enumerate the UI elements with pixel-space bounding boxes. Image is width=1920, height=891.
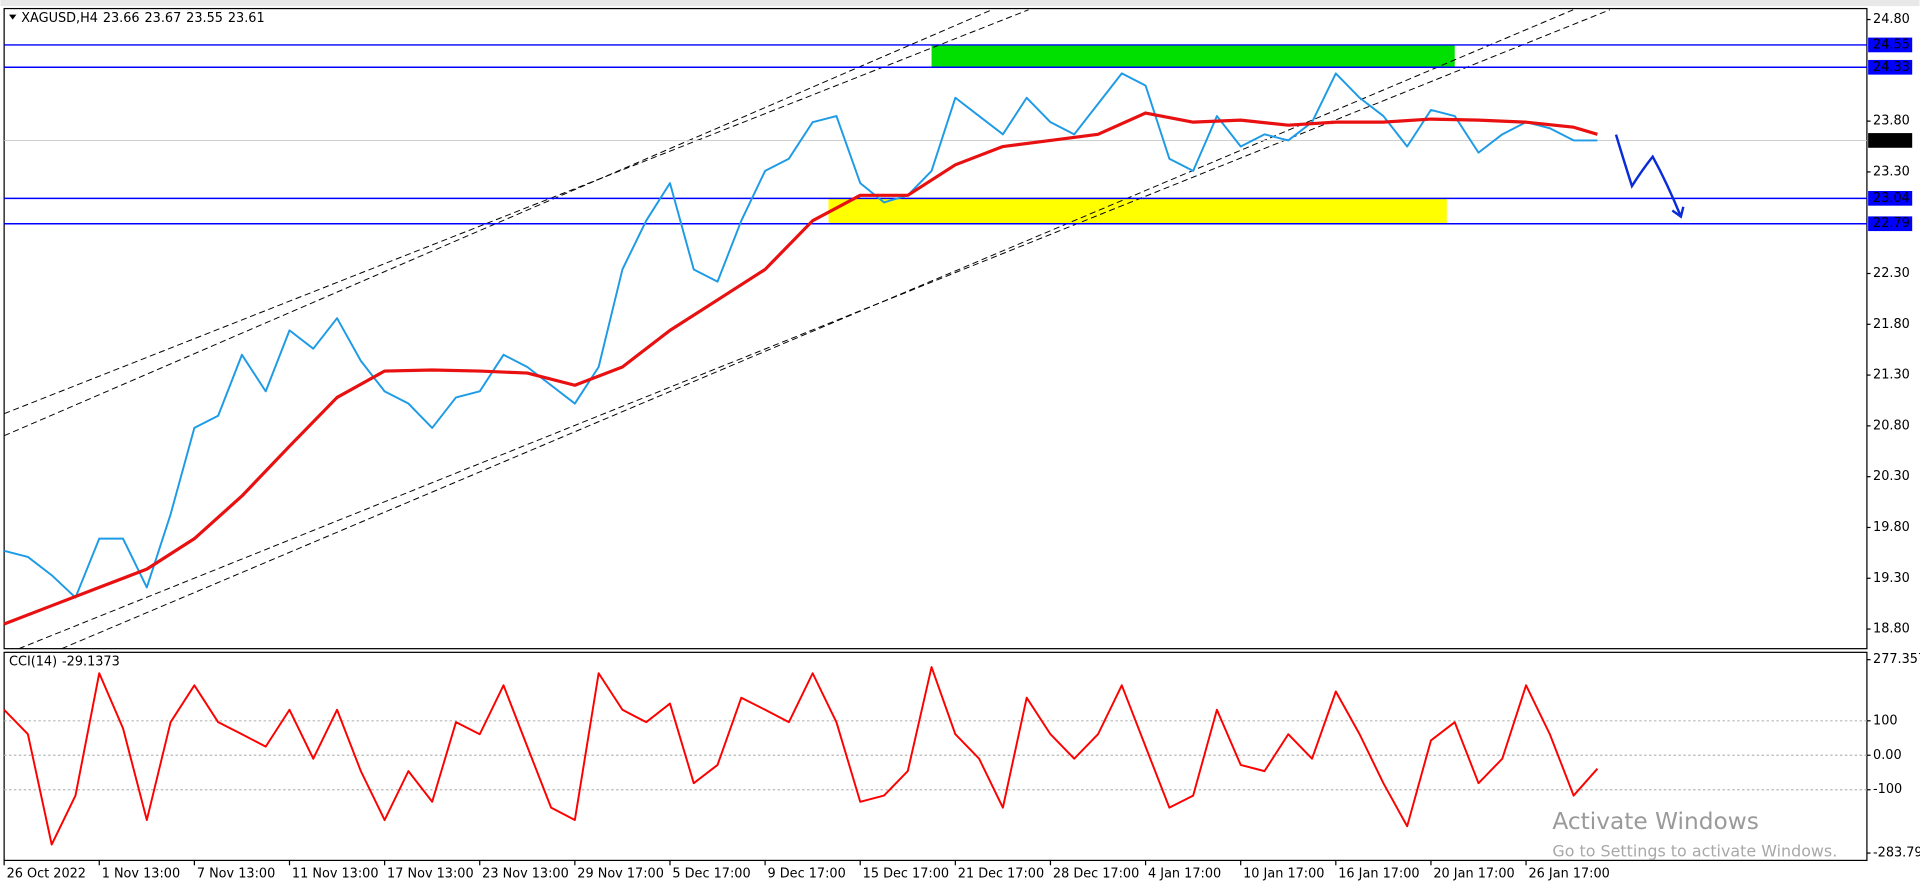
x-tick-label: 11 Nov 13:00 [292, 866, 379, 881]
cci-panel-border [3, 651, 1868, 862]
level-label: 23.04 [1873, 191, 1910, 206]
projection-path [1614, 134, 1683, 218]
channel-lines [3, 9, 1611, 650]
projection-arrow [1614, 134, 1685, 219]
y-tick-label: 21.30 [1873, 368, 1910, 383]
channel-line [3, 9, 1029, 415]
zone [828, 198, 1447, 224]
axes: 24.80 23.80 23.30 22.30 21.80 21.30 20.80 20.30… [3, 11, 1920, 881]
x-tick-label: 20 Jan 17:00 [1433, 866, 1514, 881]
watermark-subtitle: Go to Settings to activate Windows. [1552, 841, 1837, 860]
arrow-head [1671, 206, 1685, 219]
level-tag [1868, 59, 1913, 75]
x-tick-label: 4 Jan 17:00 [1148, 866, 1221, 881]
header-value: 23.67 [145, 11, 182, 26]
x-tick-label: 1 Nov 13:00 [102, 866, 180, 881]
y-tick-label: 24.80 [1873, 12, 1910, 27]
indicator-title: CCI(14) [9, 655, 57, 670]
header-value: -29.1373 [62, 655, 120, 670]
series-line [3, 72, 1598, 599]
x-tick-label: 23 Nov 13:00 [482, 866, 569, 881]
x-tick-label: 17 Nov 13:00 [387, 866, 474, 881]
header-value: 23.61 [228, 11, 265, 26]
y-tick-label: 19.30 [1873, 571, 1910, 586]
y-tick-label: 18.80 [1873, 622, 1910, 637]
toolbar-strip [0, 0, 1920, 7]
series-line [3, 666, 1599, 846]
y-tick-label: 20.30 [1873, 469, 1910, 484]
x-tick-label: 26 Jan 17:00 [1529, 866, 1610, 881]
level-label: 24.33 [1873, 60, 1910, 75]
y-tick-label: 23.30 [1873, 164, 1910, 179]
x-tick-label: 15 Dec 17:00 [863, 866, 949, 881]
menu-triangle[interactable] [9, 14, 17, 20]
y-tick-label: 19.80 [1873, 520, 1910, 535]
x-tick-label: 29 Nov 17:00 [577, 866, 664, 881]
current-price-label: 23.61 [1873, 133, 1910, 148]
y-tick-label: 0.00 [1873, 748, 1902, 763]
zones [828, 44, 1455, 224]
y-tick-label: -100 [1873, 782, 1902, 797]
y-tick-label: 277.357 [1873, 652, 1920, 667]
x-tick-label: 7 Nov 13:00 [197, 866, 275, 881]
y-tick-label: 21.80 [1873, 317, 1910, 332]
level-label: 24.55 [1873, 37, 1910, 52]
series-line [3, 111, 1598, 626]
x-tick-label: 28 Dec 17:00 [1053, 866, 1139, 881]
level-tag [1868, 190, 1913, 206]
indicator-title: XAGUSD,H4 [21, 11, 98, 26]
y-tick-label: -283.796 [1873, 846, 1920, 861]
channel-line [18, 9, 1611, 650]
x-tick-label: 10 Jan 17:00 [1243, 866, 1324, 881]
current-price-tag [1868, 133, 1913, 148]
main-plot-border [3, 7, 1868, 650]
zone [931, 44, 1455, 68]
level-tag [1868, 216, 1913, 232]
channel-line [3, 9, 993, 437]
x-tick-label: 21 Dec 17:00 [958, 866, 1044, 881]
x-tick-label: 5 Dec 17:00 [672, 866, 750, 881]
x-tick-label: 16 Jan 17:00 [1338, 866, 1419, 881]
x-tick-label: 26 Oct 2022 [7, 866, 86, 881]
x-tick-label: 9 Dec 17:00 [768, 866, 846, 881]
header-value: 23.66 [103, 11, 140, 26]
y-tick-label: 100 [1873, 713, 1898, 728]
level-tag [1868, 37, 1913, 53]
y-tick-label: 22.30 [1873, 266, 1910, 281]
y-tick-label: 23.80 [1873, 114, 1910, 129]
level-label: 22.79 [1873, 216, 1910, 231]
y-tick-label: 20.80 [1873, 418, 1910, 433]
header-value: 23.55 [186, 11, 223, 26]
plot-layer [3, 44, 1867, 846]
watermark-title: Activate Windows [1552, 808, 1758, 835]
